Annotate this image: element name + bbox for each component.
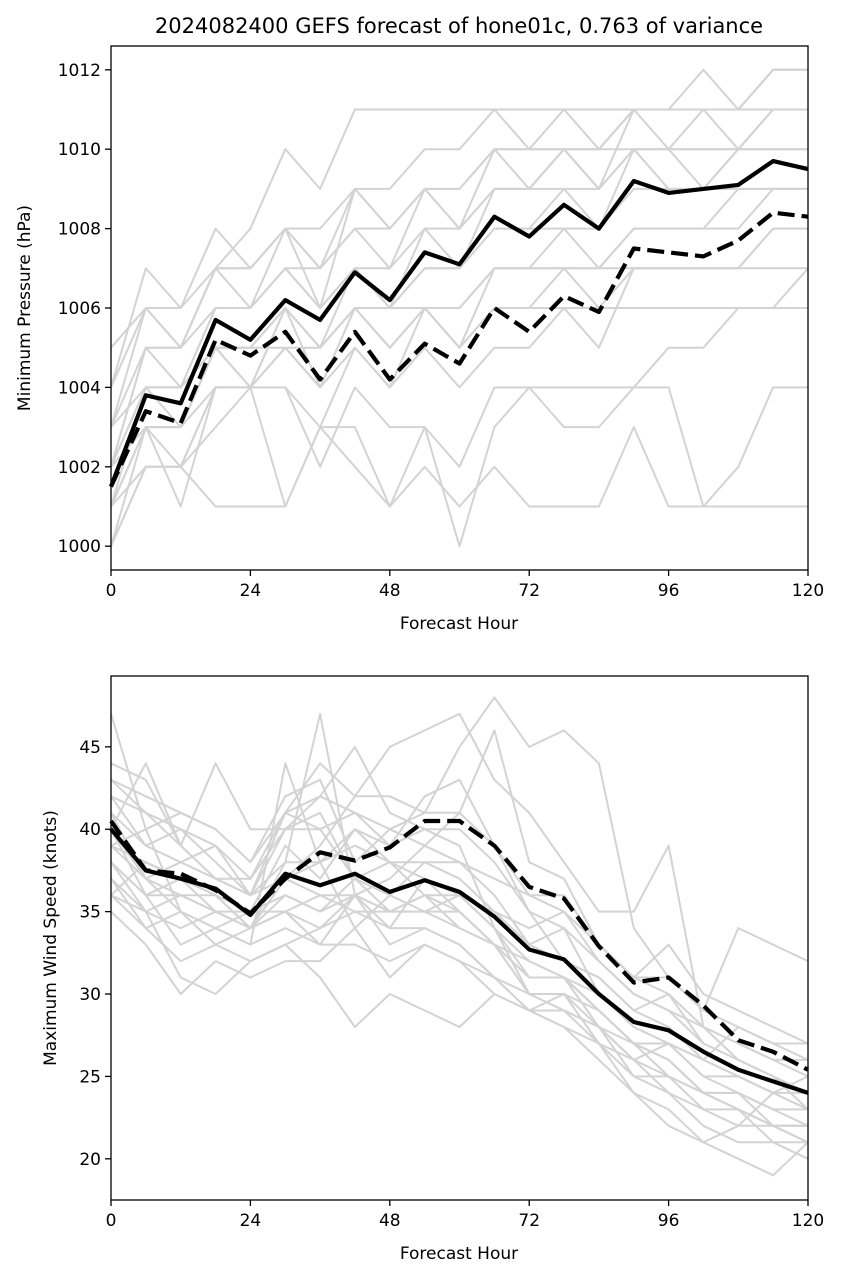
wind-member-line-20	[110, 778, 808, 1045]
wind-x-tick-label: 120	[792, 1211, 824, 1231]
pressure-x-tick-label: 0	[106, 581, 117, 601]
pressure-x-tick-label: 120	[792, 581, 824, 601]
wind-member-line-22	[110, 828, 809, 1144]
pressure-x-tick-label: 96	[658, 581, 680, 601]
pressure-member-line-6	[110, 68, 808, 388]
wind-x-tick-label: 48	[379, 1211, 401, 1231]
pressure-y-tick-label: 1006	[58, 299, 101, 319]
pressure-x-ticks: 0 24 48 72 96 120	[106, 570, 824, 601]
wind-x-tick-label: 96	[658, 1211, 680, 1231]
pressure-y-tick-label: 1004	[58, 378, 101, 398]
wind-dashed-black-line	[109, 818, 809, 1072]
wind-member-line-23	[110, 894, 809, 1177]
pressure-member-line-18	[110, 307, 808, 468]
wind-y-tick-label: 40	[79, 820, 101, 840]
wind-y-ticks: 20 25 30 35 40 45	[79, 738, 111, 1170]
wind-x-tick-label: 72	[518, 1211, 540, 1231]
pressure-y-tick-label: 1012	[58, 61, 101, 81]
pressure-member-line-13	[110, 426, 808, 547]
wind-y-tick-label: 35	[79, 903, 101, 923]
chart-title: 2024082400 GEFS forecast of hone01c, 0.7…	[155, 14, 763, 38]
wind-y-tick-label: 20	[79, 1150, 101, 1170]
wind-member-line-21	[110, 844, 809, 1111]
wind-member-line-6	[110, 778, 809, 1111]
wind-x-ticks: 0 24 48 72 96 120	[106, 1200, 824, 1231]
pressure-member-line-19	[110, 227, 808, 507]
wind-series-group	[109, 696, 809, 1177]
pressure-dashed-black-line	[109, 210, 809, 488]
wind-x-axis-label: Forecast Hour	[400, 1244, 518, 1264]
wind-member-line-17	[110, 795, 809, 1094]
pressure-panel: 2024082400 GEFS forecast of hone01c, 0.7…	[15, 14, 824, 634]
pressure-y-tick-label: 1002	[58, 458, 101, 478]
pressure-solid-black-line	[109, 159, 809, 488]
wind-y-tick-label: 45	[79, 738, 101, 758]
wind-x-tick-label: 0	[106, 1211, 117, 1231]
pressure-x-tick-label: 48	[379, 581, 401, 601]
wind-member-line-19	[110, 861, 808, 1127]
wind-y-tick-label: 30	[79, 985, 101, 1005]
wind-member-line-16	[110, 894, 808, 1144]
wind-y-tick-label: 25	[79, 1067, 101, 1087]
wind-plot-frame	[110, 675, 809, 1201]
pressure-y-tick-label: 1008	[58, 220, 101, 240]
pressure-y-axis-label: Minimum Pressure (hPa)	[15, 205, 35, 411]
wind-member-line-15	[110, 812, 809, 1111]
pressure-member-line-17	[110, 68, 808, 388]
pressure-y-tick-label: 1000	[58, 537, 101, 557]
pressure-x-axis-label: Forecast Hour	[400, 614, 518, 634]
pressure-series-group	[109, 68, 809, 548]
pressure-x-tick-label: 72	[518, 581, 540, 601]
pressure-y-ticks: 1000 1002 1004 1006 1008 1010 1012	[58, 61, 111, 557]
wind-y-axis-label: Maximum Wind Speed (knots)	[41, 810, 61, 1066]
pressure-x-tick-label: 24	[240, 581, 262, 601]
wind-x-tick-label: 24	[240, 1211, 262, 1231]
pressure-y-tick-label: 1010	[58, 140, 101, 160]
